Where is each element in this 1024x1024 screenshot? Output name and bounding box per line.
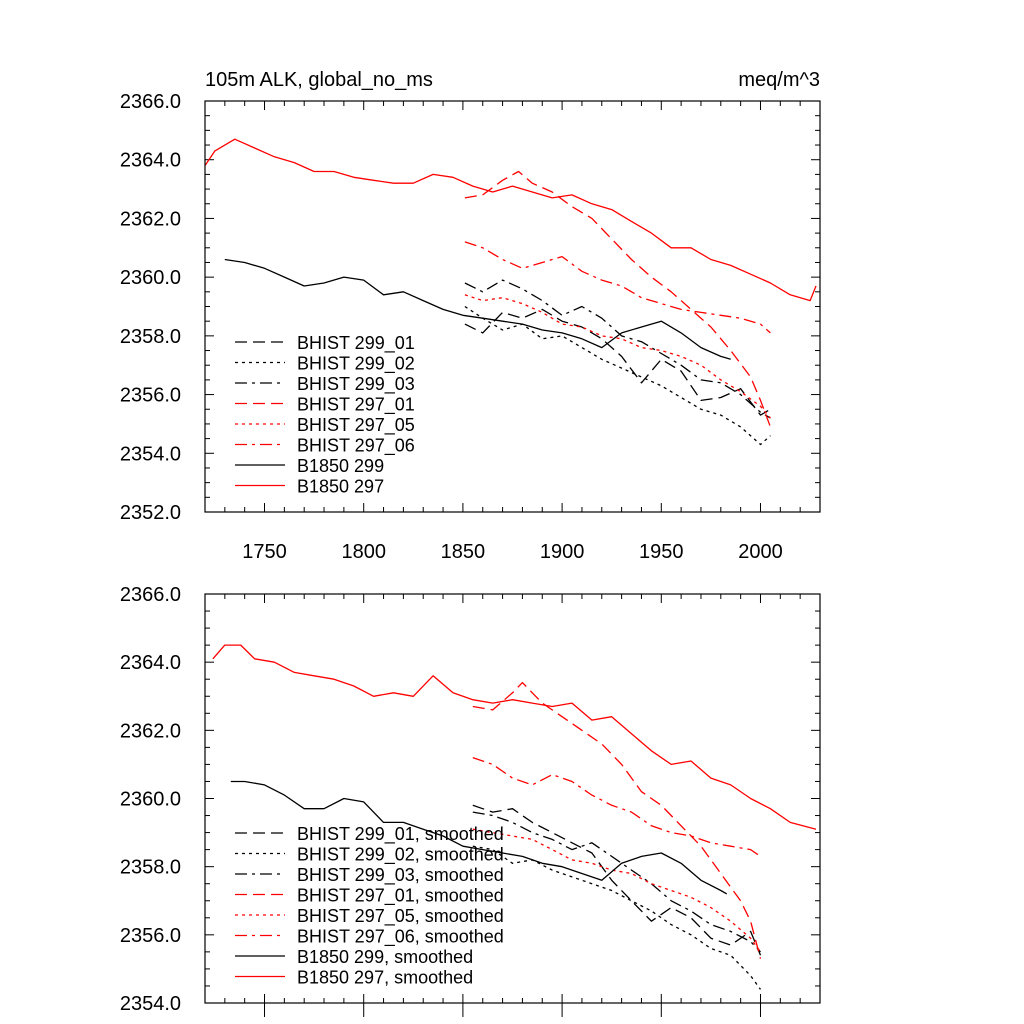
legend-label: BHIST 297_06	[297, 436, 415, 457]
legend-label: BHIST 297_06, smoothed	[297, 927, 504, 948]
series-line	[464, 170, 772, 428]
series-line	[472, 681, 762, 959]
y-tick-label: 2358.0	[120, 326, 181, 348]
y-tick-label: 2364.0	[120, 150, 181, 172]
y-tick-label: 2354.0	[120, 993, 181, 1015]
series-line	[212, 644, 817, 830]
series-line	[472, 756, 761, 857]
legend-label: BHIST 297_05	[297, 415, 415, 436]
series-line	[472, 811, 761, 953]
legend-label: BHIST 299_02	[297, 354, 415, 375]
legend-label: BHIST 299_01, smoothed	[297, 824, 504, 845]
plot-frame	[204, 100, 821, 513]
legend-label: BHIST 297_05, smoothed	[297, 906, 504, 927]
bottom-panel: 2354.0 2356.0 2358.0 2360.0 2362.0 2364.0 2366…	[120, 584, 821, 1017]
legend-label: BHIST 299_03, smoothed	[297, 865, 504, 886]
legend-label: B1850 299	[297, 456, 384, 476]
x-tick-label: 1850	[441, 541, 486, 563]
y-tick-label: 2352.0	[120, 502, 181, 524]
legend-label: BHIST 299_03	[297, 374, 415, 395]
y-tick-label: 2356.0	[120, 925, 181, 947]
top-panel: 2352.0 2354.0 2356.0 2358.0 2360.0 2362.0 2364…	[120, 91, 821, 563]
y-tick-label: 2354.0	[120, 443, 181, 465]
y-tick-label: 2360.0	[120, 789, 181, 811]
series-line	[472, 845, 762, 990]
series-line	[464, 308, 771, 416]
y-tick-label: 2362.0	[120, 208, 181, 230]
series-line	[230, 780, 728, 895]
x-tick-label: 1900	[540, 541, 585, 563]
plot-frame	[204, 593, 821, 1004]
y-tick-label: 2362.0	[120, 720, 181, 742]
y-tick-label: 2366.0	[120, 91, 181, 113]
series-line	[224, 258, 731, 360]
y-tick-label: 2366.0	[120, 584, 181, 606]
series-line	[204, 138, 817, 302]
legend-label: BHIST 297_01, smoothed	[297, 886, 504, 907]
y-tick-label: 2358.0	[120, 857, 181, 879]
series-line	[472, 804, 762, 956]
chart-title: 105m ALK, global_no_ms	[205, 69, 433, 91]
y-tick-label: 2356.0	[120, 385, 181, 407]
series-line	[472, 828, 762, 953]
series-line	[464, 241, 771, 334]
x-tick-label: 1950	[639, 541, 684, 563]
legend-label: B1850 297, smoothed	[297, 968, 473, 988]
x-tick-label: 2000	[738, 541, 783, 563]
x-tick-label: 1750	[242, 541, 287, 563]
series-line	[464, 294, 771, 419]
y-tick-label: 2360.0	[120, 267, 181, 289]
series-line	[464, 305, 771, 446]
legend-label: BHIST 299_02, smoothed	[297, 845, 504, 866]
legend-label: BHIST 299_01	[297, 333, 415, 354]
x-tick-label: 1800	[341, 541, 386, 563]
legend-label: B1850 299, smoothed	[297, 947, 473, 967]
legend-label: B1850 297	[297, 477, 384, 497]
series-line	[464, 279, 771, 419]
chart-units: meq/m^3	[738, 69, 820, 91]
legend-label: BHIST 297_01	[297, 395, 415, 416]
y-tick-label: 2364.0	[120, 652, 181, 674]
